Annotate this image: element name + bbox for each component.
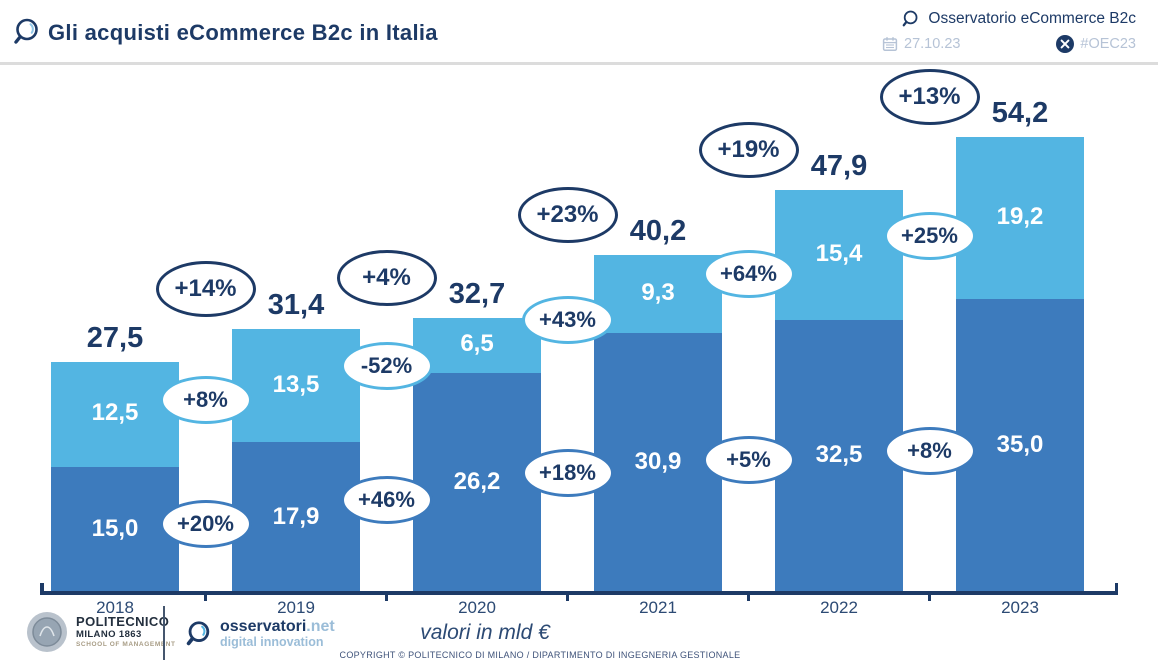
meta-row: 27.10.23 #OEC23 — [882, 35, 1136, 53]
axis-tick — [204, 593, 207, 601]
total-value-label: 27,5 — [86, 321, 144, 354]
growth-bubble-segment-top: +8% — [159, 375, 252, 424]
growth-bubble-segment-top: -52% — [340, 341, 433, 390]
segment-value-label: 19,2 — [996, 202, 1044, 230]
politecnico-school: SCHOOL OF MANAGEMENT — [76, 641, 176, 648]
segment-value-label: 30,9 — [634, 448, 682, 476]
year-label: 2023 — [1001, 598, 1039, 617]
politecnico-seal-icon — [26, 611, 68, 653]
total-value-label: 54,2 — [991, 97, 1049, 130]
brand-row: Osservatorio eCommerce B2c — [900, 9, 1136, 29]
growth-bubble-total: +4% — [336, 249, 437, 306]
segment-value-label: 15,0 — [91, 514, 139, 542]
hashtag-label: #OEC23 — [1080, 36, 1136, 52]
bar-segment-top-2019 — [232, 328, 360, 443]
bar-segment-top-2021 — [594, 254, 722, 334]
unit-label: valori in mld € — [420, 621, 550, 644]
total-value-label: 40,2 — [629, 214, 687, 247]
header-divider — [0, 62, 1158, 65]
growth-bubble-total: +23% — [517, 186, 618, 243]
total-value-label: 32,7 — [448, 277, 506, 310]
bar-segment-bottom-2022 — [775, 319, 903, 593]
segment-value-label: 32,5 — [815, 441, 863, 469]
osservatori-brand: osservatori — [220, 618, 307, 635]
bar-segment-bottom-2019 — [232, 442, 360, 593]
bar-segment-bottom-2023 — [956, 298, 1084, 593]
x-axis — [40, 591, 1118, 595]
bar-segment-bottom-2018 — [51, 466, 179, 593]
segment-value-label: 13,5 — [272, 370, 320, 398]
axis-endcap — [40, 583, 44, 594]
growth-bubble-total: +13% — [879, 69, 980, 126]
total-value-label: 31,4 — [267, 288, 325, 321]
bar-segment-bottom-2020 — [413, 372, 541, 593]
segment-value-label: 35,0 — [996, 430, 1044, 458]
magnifier-icon — [10, 16, 42, 48]
axis-endcap — [1114, 583, 1118, 594]
bar-segment-top-2022 — [775, 190, 903, 320]
growth-bubble-segment-bottom: +20% — [159, 499, 252, 548]
growth-bubble-segment-bottom: +8% — [883, 427, 976, 476]
calendar-icon — [882, 36, 898, 52]
year-label: 2019 — [277, 598, 315, 617]
growth-bubble-segment-top: +43% — [521, 295, 614, 344]
osservatori-tagline: digital innovation — [220, 635, 324, 649]
footer-divider — [163, 606, 165, 660]
axis-tick — [566, 593, 569, 601]
growth-bubble-segment-bottom: +5% — [702, 435, 795, 484]
year-label: 2018 — [96, 598, 134, 617]
hashtag-item: #OEC23 — [1056, 35, 1136, 53]
brand-label: Osservatorio eCommerce B2c — [928, 10, 1136, 27]
osservatori-net: .net — [306, 618, 335, 635]
axis-tick — [747, 593, 750, 601]
growth-bubble-total: +14% — [155, 260, 256, 317]
axis-tick — [385, 593, 388, 601]
segment-value-label: 26,2 — [453, 467, 501, 495]
year-label: 2020 — [458, 598, 496, 617]
axis-tick — [928, 593, 931, 601]
total-value-label: 47,9 — [810, 150, 868, 183]
date-item: 27.10.23 — [882, 36, 960, 52]
magnifier-icon — [900, 9, 920, 29]
growth-bubble-segment-bottom: +18% — [521, 448, 614, 497]
copyright-text: COPYRIGHT © POLITECNICO DI MILANO / DIPA… — [339, 650, 741, 660]
politecnico-logo: POLITECNICO MILANO 1863 SCHOOL OF MANAGE… — [26, 611, 176, 653]
segment-value-label: 9,3 — [641, 279, 675, 307]
growth-bubble-segment-bottom: +46% — [340, 476, 433, 525]
bar-segment-top-2018 — [51, 361, 179, 467]
x-social-icon — [1056, 35, 1075, 53]
segment-value-label: 12,5 — [91, 399, 139, 427]
bar-segment-top-2020 — [413, 317, 541, 373]
segment-value-label: 6,5 — [460, 330, 494, 358]
date-label: 27.10.23 — [904, 36, 961, 52]
growth-bubble-total: +19% — [698, 122, 799, 179]
page-title: Gli acquisti eCommerce B2c in Italia — [48, 20, 438, 45]
year-label: 2021 — [639, 598, 677, 617]
year-label: 2022 — [820, 598, 858, 617]
segment-value-label: 15,4 — [815, 239, 863, 267]
growth-bubble-segment-top: +64% — [702, 250, 795, 299]
growth-bubble-segment-top: +25% — [883, 212, 976, 261]
magnifier-icon — [183, 619, 213, 649]
politecnico-name: POLITECNICO — [76, 614, 170, 629]
segment-value-label: 17,9 — [272, 502, 320, 530]
politecnico-milano: MILANO 1863 — [76, 629, 142, 640]
bar-segment-top-2023 — [956, 137, 1084, 299]
osservatori-logo: osservatori.net digital innovation — [183, 618, 335, 649]
bar-segment-bottom-2021 — [594, 333, 722, 593]
